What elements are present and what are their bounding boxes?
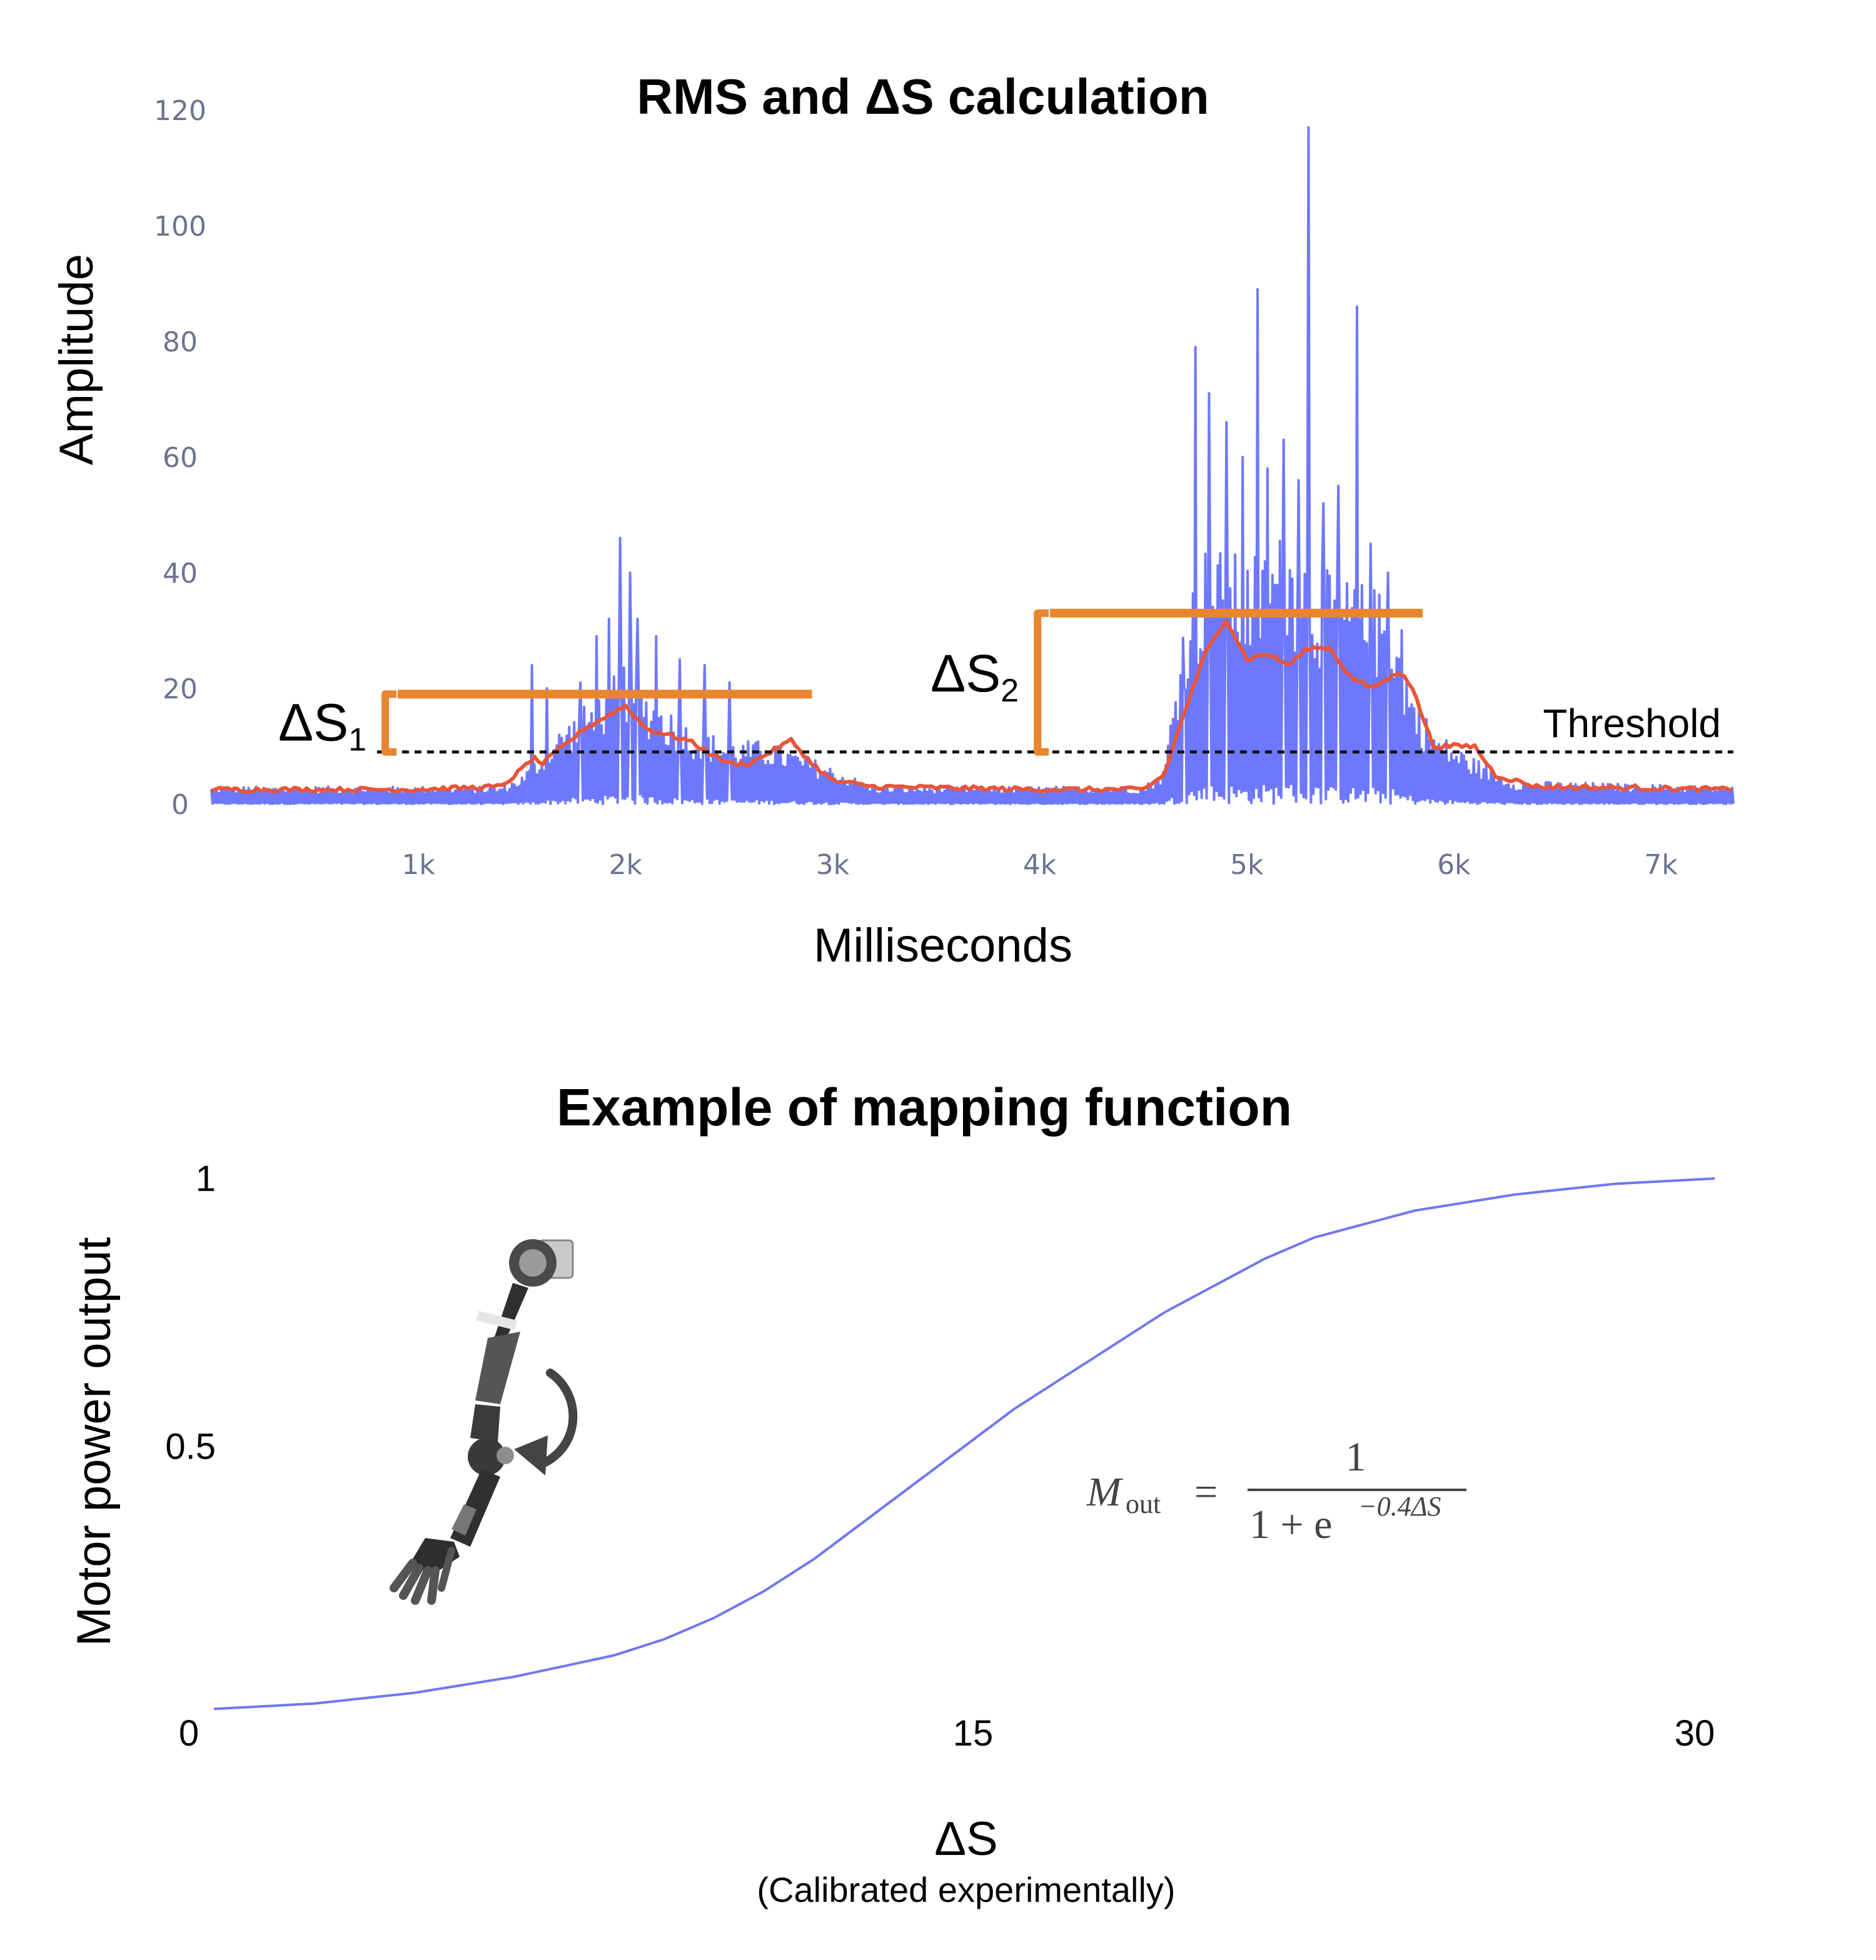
- emg-x-tick-label: 2k: [609, 849, 643, 881]
- emg-x-tick-label: 3k: [816, 849, 850, 881]
- mapping-y-tick-label: 1: [196, 1158, 216, 1199]
- mapping-x-tick-label: 0: [179, 1713, 199, 1754]
- emg-x-tick-label: 1k: [401, 849, 435, 881]
- mapping-y-ticks: 0.51: [165, 1158, 216, 1467]
- formula-equals: =: [1194, 1469, 1218, 1515]
- emg-x-axis-label: Milliseconds: [814, 919, 1072, 972]
- emg-chart-title: RMS and ΔS calculation: [637, 69, 1209, 124]
- delta-s-bracket: [381, 690, 397, 756]
- formula-lhs: M: [1086, 1469, 1124, 1515]
- formula-exponent: −0.4ΔS: [1358, 1491, 1441, 1522]
- emg-y-tick-label: 120: [154, 95, 206, 127]
- mapping-y-tick-label: 0.5: [165, 1427, 216, 1467]
- mapping-formula: M out = 1 1 + e −0.4ΔS: [1086, 1434, 1466, 1547]
- emg-y-tick-label: 20: [163, 673, 198, 705]
- mapping-x-ticks: 0 15 30: [179, 1713, 1715, 1754]
- emg-x-tick-label: 6k: [1437, 849, 1471, 881]
- mapping-chart-title: Example of mapping function: [557, 1078, 1292, 1137]
- delta-s-label: ΔS1: [278, 693, 366, 758]
- sigmoid-curve: [213, 1177, 1715, 1711]
- mapping-y-axis-label: Motor power output: [68, 1237, 121, 1647]
- mapping-chart: Example of mapping function Motor power …: [68, 1078, 1715, 1909]
- emg-x-tick-label: 7k: [1644, 849, 1678, 881]
- mapping-x-axis-note: (Calibrated experimentally): [757, 1870, 1175, 1909]
- emg-y-tick-label: 0: [171, 789, 189, 821]
- delta-s-annotations: ΔS1 ΔS2: [278, 608, 1423, 758]
- mapping-x-tick-label: 30: [1675, 1713, 1715, 1754]
- emg-y-ticks: 0 20 40 60 80 100 120: [154, 95, 206, 821]
- formula-numerator: 1: [1346, 1434, 1366, 1480]
- raw-emg-signal: [210, 126, 1735, 805]
- emg-x-tick-label: 5k: [1230, 849, 1264, 881]
- formula-denominator: 1 + e: [1249, 1502, 1333, 1547]
- emg-y-tick-label: 80: [163, 326, 198, 358]
- delta-s-label: ΔS2: [930, 644, 1019, 709]
- emg-chart: RMS and ΔS calculation Amplitude Millise…: [50, 69, 1735, 972]
- mapping-x-tick-label: 15: [953, 1713, 994, 1754]
- emg-y-tick-label: 60: [163, 442, 198, 474]
- formula-lhs-subscript: out: [1126, 1489, 1161, 1519]
- emg-y-axis-label: Amplitude: [50, 254, 103, 465]
- robotic-prosthetic-arm-icon: [390, 1239, 578, 1605]
- delta-s-2-annotation: ΔS2: [930, 608, 1423, 756]
- emg-y-tick-label: 40: [163, 558, 198, 590]
- delta-s-bracket: [1034, 609, 1049, 756]
- emg-x-tick-label: 4k: [1023, 849, 1057, 881]
- emg-y-tick-label: 100: [154, 211, 206, 243]
- emg-x-ticks: 1k 2k 3k 4k 5k 6k 7k: [401, 849, 1678, 881]
- delta-s-1-annotation: ΔS1: [278, 690, 812, 758]
- mapping-x-axis-label: ΔS: [934, 1812, 997, 1866]
- threshold-label: Threshold: [1543, 701, 1721, 746]
